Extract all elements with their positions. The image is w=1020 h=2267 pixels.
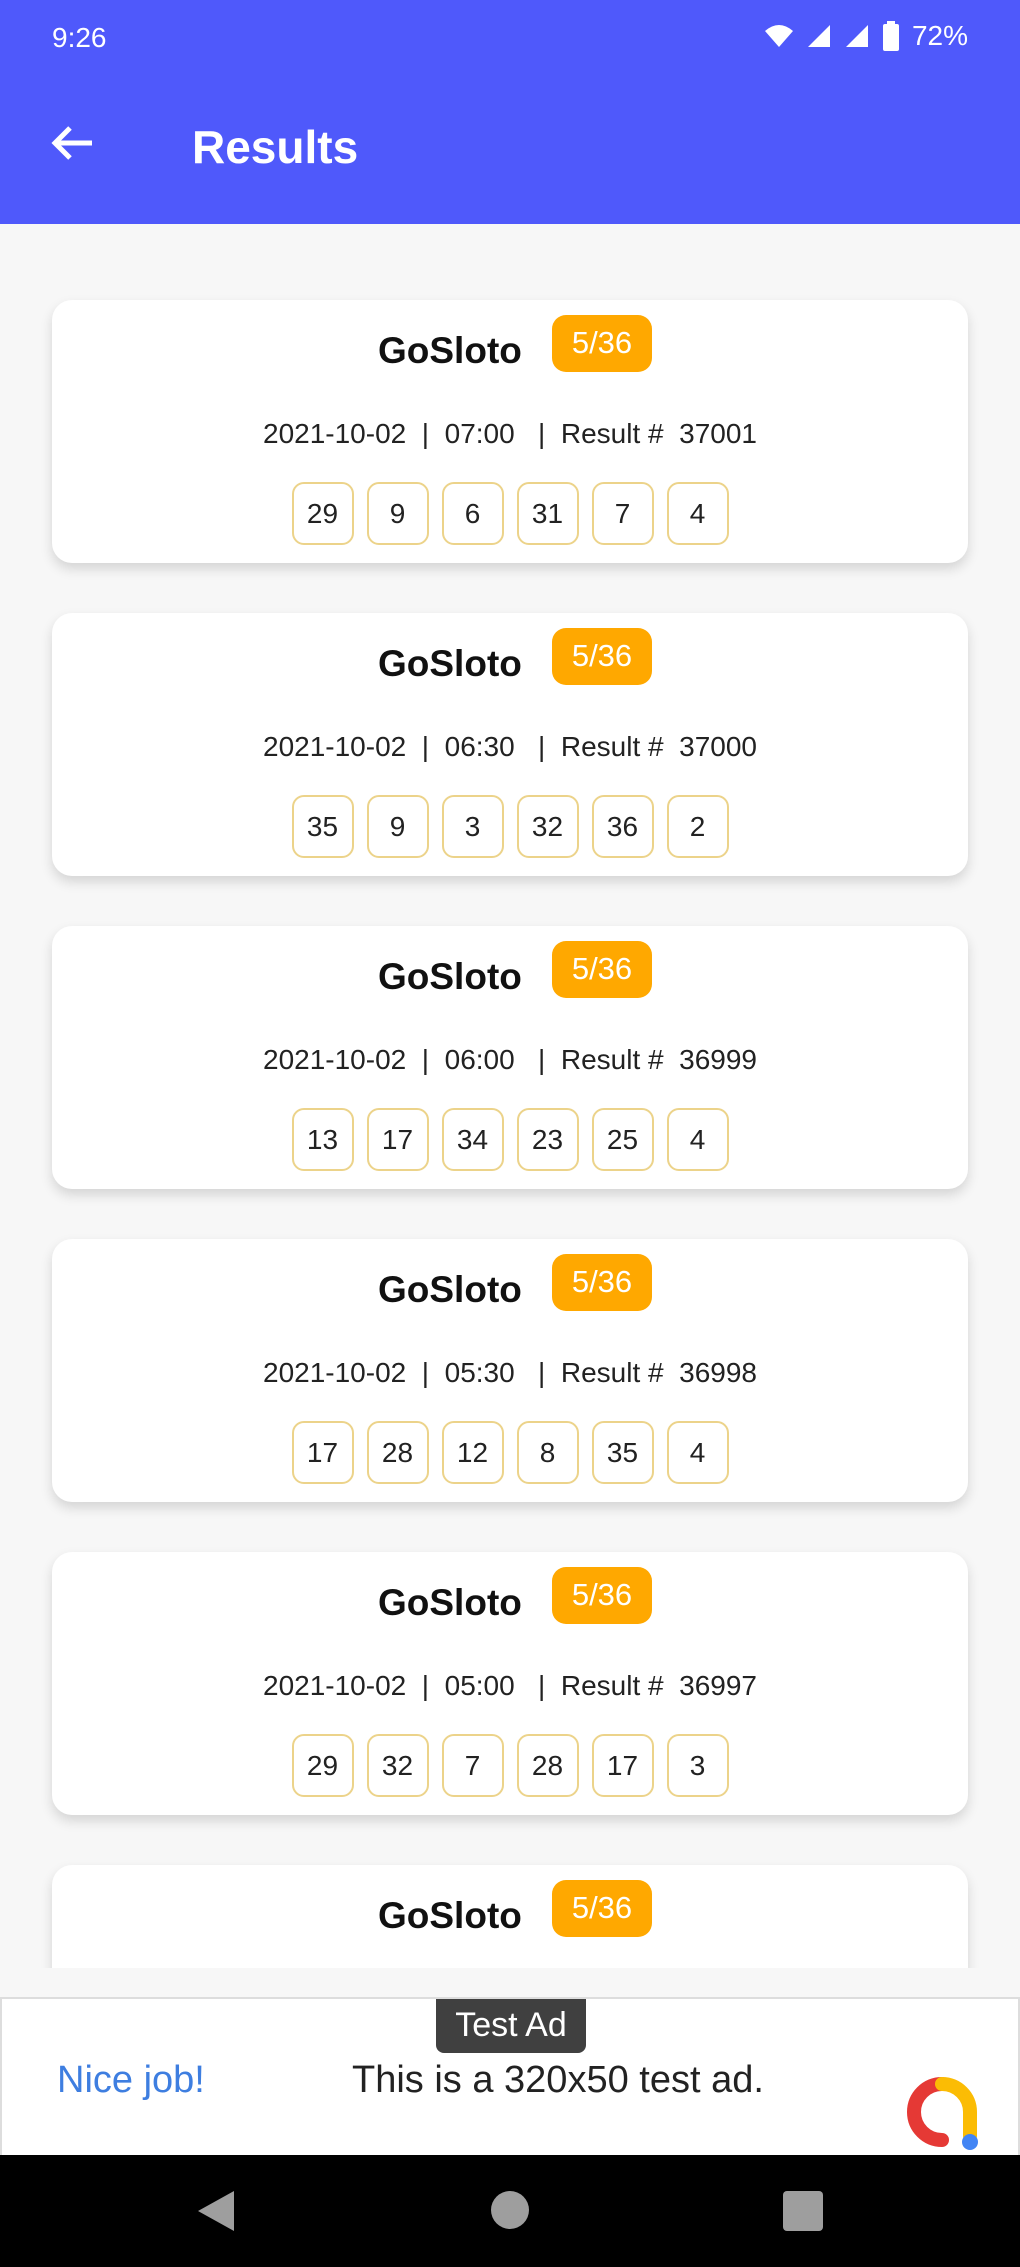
back-nav-icon[interactable] [196,2189,236,2233]
number-ball: 4 [666,482,729,545]
number-ball: 17 [591,1734,654,1797]
result-meta: 2021-10-02 | 07:00 | Result # 37001 [263,418,757,449]
arrow-left-icon[interactable] [48,118,98,168]
number-ball: 17 [366,1108,429,1171]
battery-level: 72% [911,20,968,51]
number-ball: 29 [291,482,354,545]
result-card[interactable]: GoSloto 5/36 2021-10-02 | 06:00 | Result … [52,926,968,1189]
lottery-name: GoSloto [378,1895,522,1936]
home-nav-icon[interactable] [491,2191,529,2229]
result-card[interactable]: GoSloto 5/36 [52,1865,968,1968]
number-ball: 9 [366,482,429,545]
ad-text[interactable]: This is a 320x50 test ad. [352,2059,764,2101]
result-numbers: 29 9 6 31 7 4 [52,482,968,545]
number-ball: 23 [516,1108,579,1171]
signal-icon [845,25,868,47]
number-ball: 34 [441,1108,504,1171]
number-ball: 12 [441,1421,504,1484]
format-badge: 5/36 [552,1567,652,1624]
format-badge: 5/36 [552,1880,652,1937]
number-ball: 32 [366,1734,429,1797]
admob-logo-icon [907,2077,978,2150]
number-ball: 4 [666,1421,729,1484]
number-ball: 8 [516,1421,579,1484]
number-ball: 35 [591,1421,654,1484]
number-ball: 2 [666,795,729,858]
battery-icon [882,21,899,51]
ad-tag: Test Ad [436,1999,586,2053]
result-card[interactable]: GoSloto 5/36 2021-10-02 | 06:30 | Result … [52,613,968,876]
result-numbers: 35 9 3 32 36 2 [52,795,968,858]
lottery-name: GoSloto [378,1582,522,1623]
lottery-name: GoSloto [378,643,522,684]
number-ball: 9 [366,795,429,858]
number-ball: 36 [591,795,654,858]
result-numbers: 29 32 7 28 17 3 [52,1734,968,1797]
number-ball: 31 [516,482,579,545]
status-time: 9:26 [52,22,107,53]
result-numbers: 17 28 12 8 35 4 [52,1421,968,1484]
format-badge: 5/36 [552,628,652,685]
system-nav-bar [0,2155,1020,2267]
number-ball: 3 [666,1734,729,1797]
result-meta: 2021-10-02 | 05:00 | Result # 36997 [263,1670,757,1701]
number-ball: 7 [441,1734,504,1797]
number-ball: 13 [291,1108,354,1171]
format-badge: 5/36 [552,941,652,998]
result-numbers: 13 17 34 23 25 4 [52,1108,968,1171]
ad-headline[interactable]: Nice job! [57,2059,205,2101]
lottery-name: GoSloto [378,330,522,371]
lottery-name: GoSloto [378,956,522,997]
status-bar: 9:26 72% [0,0,1020,70]
number-ball: 28 [516,1734,579,1797]
ad-banner[interactable]: Test Ad Nice job! This is a 320x50 test … [0,1997,1020,2155]
number-ball: 4 [666,1108,729,1171]
recents-nav-icon[interactable] [783,2191,823,2231]
result-meta: 2021-10-02 | 05:30 | Result # 36998 [263,1357,757,1388]
signal-icon [807,25,830,47]
number-ball: 7 [591,482,654,545]
page-title: Results [192,121,359,173]
number-ball: 3 [441,795,504,858]
number-ball: 6 [441,482,504,545]
result-meta: 2021-10-02 | 06:00 | Result # 36999 [263,1044,757,1075]
number-ball: 17 [291,1421,354,1484]
number-ball: 28 [366,1421,429,1484]
results-list[interactable]: GoSloto 5/36 2021-10-02 | 07:00 | Result … [0,224,1020,1968]
result-card[interactable]: GoSloto 5/36 2021-10-02 | 05:30 | Result … [52,1239,968,1502]
number-ball: 32 [516,795,579,858]
result-card[interactable]: GoSloto 5/36 2021-10-02 | 05:00 | Result … [52,1552,968,1815]
lottery-name: GoSloto [378,1269,522,1310]
format-badge: 5/36 [552,1254,652,1311]
wifi-icon [764,25,793,47]
number-ball: 25 [591,1108,654,1171]
number-ball: 29 [291,1734,354,1797]
app-bar: Results [0,70,1020,224]
result-card[interactable]: GoSloto 5/36 2021-10-02 | 07:00 | Result … [52,300,968,563]
number-ball: 35 [291,795,354,858]
result-meta: 2021-10-02 | 06:30 | Result # 37000 [263,731,757,762]
format-badge: 5/36 [552,315,652,372]
